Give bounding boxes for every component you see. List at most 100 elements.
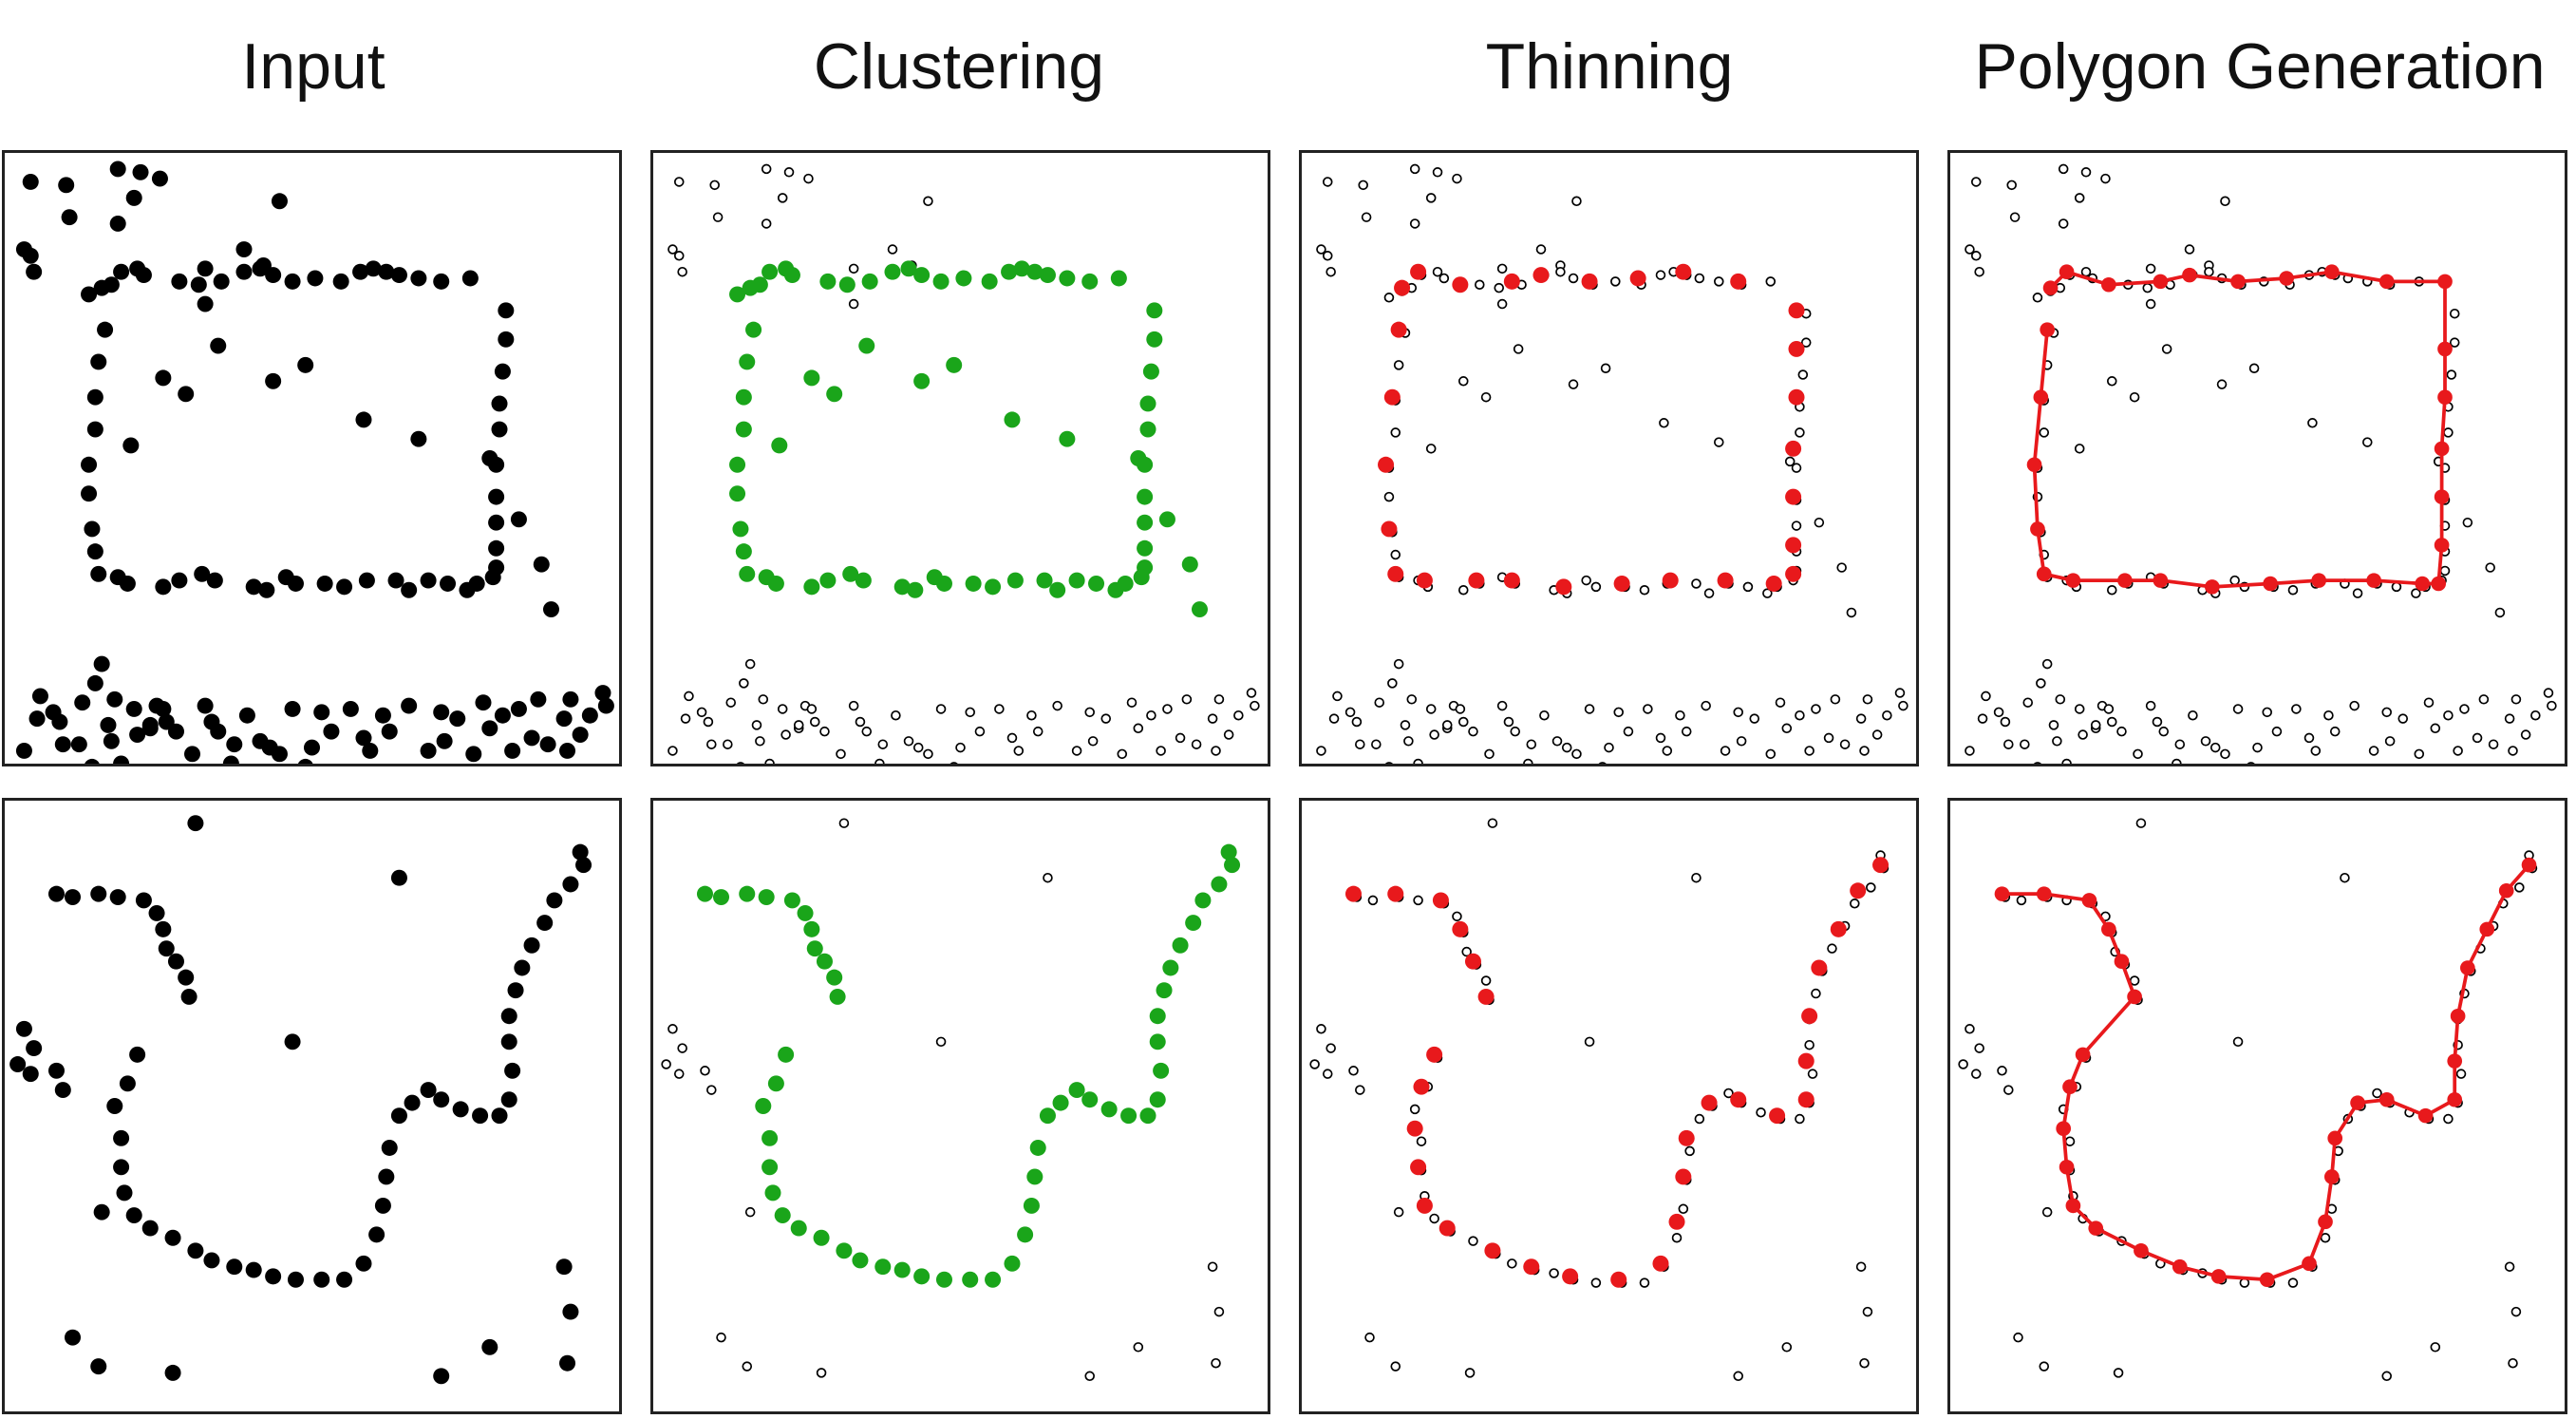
noise-point (874, 758, 885, 764)
noise-point (2058, 163, 2069, 175)
noise-point (1584, 704, 1595, 714)
input-point (449, 710, 466, 728)
input-point (135, 892, 152, 909)
cluster-point (1049, 581, 1066, 598)
polygon-vertex (2279, 271, 2294, 286)
noise-point (1013, 746, 1025, 756)
input-point (97, 321, 114, 338)
noise-point (2009, 212, 2021, 222)
thinned-point (1788, 302, 1805, 319)
input-point (109, 889, 126, 905)
polygon-vertex (2127, 989, 2142, 1005)
input-point (106, 1098, 123, 1114)
input-point (164, 1364, 181, 1381)
cluster-point (913, 267, 931, 284)
discarded-point (2248, 363, 2260, 373)
panel-rectangle-clustering (650, 150, 1270, 766)
input-point (109, 161, 126, 178)
input-point (390, 267, 407, 284)
input-point (9, 1056, 27, 1072)
noise-point (1882, 710, 1892, 721)
noise-point (1535, 244, 1547, 255)
noise-point (2478, 694, 2490, 705)
noise-point (2329, 726, 2341, 737)
input-point (167, 953, 184, 970)
cluster-point (1039, 1107, 1056, 1125)
input-point (81, 286, 98, 303)
discarded-point (2494, 607, 2506, 618)
noise-point (2520, 729, 2531, 740)
input-point (26, 263, 43, 280)
input-point (109, 215, 126, 232)
input-point (313, 704, 330, 721)
thinned-point (1675, 1168, 1692, 1185)
thinned-point (1785, 537, 1802, 554)
thinned-point (1468, 572, 1485, 589)
discarded-point (2352, 588, 2363, 598)
noise-point (935, 704, 947, 714)
input-point (461, 270, 479, 287)
cluster-point (755, 1098, 772, 1114)
noise-point (716, 1332, 726, 1343)
polygon-vertex (2033, 389, 2049, 405)
input-point (555, 1258, 573, 1276)
input-point (100, 716, 117, 733)
noise-point (2003, 1085, 2014, 1095)
noise-point (2106, 716, 2117, 728)
title-thinning: Thinning (1485, 30, 1734, 103)
noise-point (1374, 697, 1385, 708)
input-point (106, 691, 123, 708)
polygon-vertex (2259, 1272, 2275, 1288)
polygon-vertex (2323, 264, 2340, 279)
input-point (213, 273, 230, 290)
input-point (28, 710, 46, 728)
polygon-vertex (2431, 576, 2447, 592)
input-point (500, 1091, 517, 1108)
discarded-point (1390, 549, 1401, 560)
discarded-point (1836, 562, 1847, 573)
noise-point (744, 658, 756, 670)
input-point (64, 1329, 82, 1346)
noise-point (1250, 700, 1260, 711)
noise-point (2184, 244, 2195, 255)
noise-point (1898, 700, 1908, 711)
thinned-point (1788, 340, 1805, 357)
noise-point (965, 707, 975, 718)
noise-point (1425, 193, 1437, 203)
input-point (546, 892, 563, 909)
cluster-point (803, 369, 820, 387)
discarded-point (2320, 1233, 2331, 1243)
noise-point (777, 704, 788, 714)
noise-point (2510, 1306, 2522, 1317)
noise-point (848, 700, 859, 711)
input-point (113, 1159, 130, 1176)
polygon-vertex (2030, 521, 2045, 537)
input-point (235, 263, 253, 280)
noise-point (1043, 872, 1053, 883)
discarded-point (1714, 437, 1724, 447)
thinned-point (1811, 959, 1828, 976)
discarded-point (1765, 276, 1777, 287)
input-point (336, 578, 353, 596)
input-point (332, 273, 349, 290)
input-point (468, 576, 485, 592)
input-point (22, 247, 39, 264)
cluster-point (932, 273, 950, 290)
noise-point (1977, 713, 1988, 724)
noise-point (1328, 713, 1340, 724)
discarded-point (1811, 988, 1821, 999)
noise-point (1211, 1357, 1221, 1369)
noise-point (1571, 748, 1582, 760)
polygon-vertex (2081, 893, 2097, 908)
input-point (210, 337, 227, 354)
thinned-point (1503, 273, 1520, 290)
thinned-point (1788, 388, 1805, 406)
thinned-point (1387, 885, 1404, 902)
discarded-point (1409, 1104, 1420, 1115)
thinned-point (1830, 920, 1847, 937)
cluster-point (1191, 601, 1209, 618)
input-point (440, 576, 457, 592)
input-point (297, 356, 314, 373)
polygon-line (2032, 270, 2447, 589)
polygon-vertex (2498, 882, 2514, 899)
